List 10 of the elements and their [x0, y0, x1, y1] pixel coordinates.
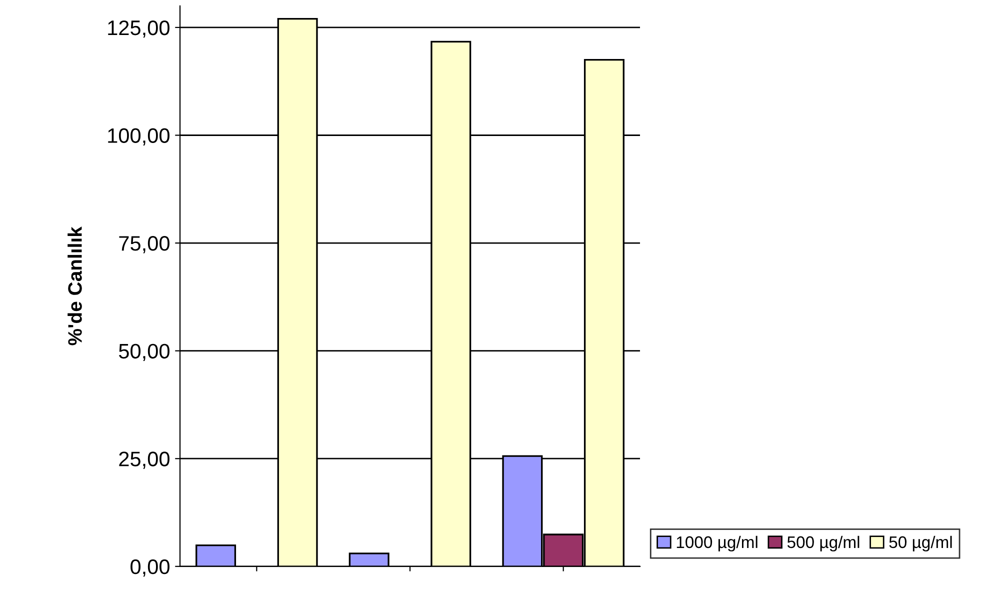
y-tick-label: 0,00	[130, 559, 170, 577]
y-tick-label: 25,00	[119, 452, 170, 469]
legend-label: 1000 µg/ml	[676, 536, 758, 552]
y-tick-label: 50,00	[118, 344, 170, 362]
legend-label: 500 µg/ml	[787, 536, 860, 552]
legend-label: 50 µg/ml	[889, 536, 952, 552]
y-tick-label: 100,00	[108, 128, 170, 146]
y-axis-title: %'de Canlılık	[68, 226, 82, 346]
y-tick-label: 125,00	[108, 20, 170, 38]
y-tick-label: 75,00	[119, 236, 170, 254]
